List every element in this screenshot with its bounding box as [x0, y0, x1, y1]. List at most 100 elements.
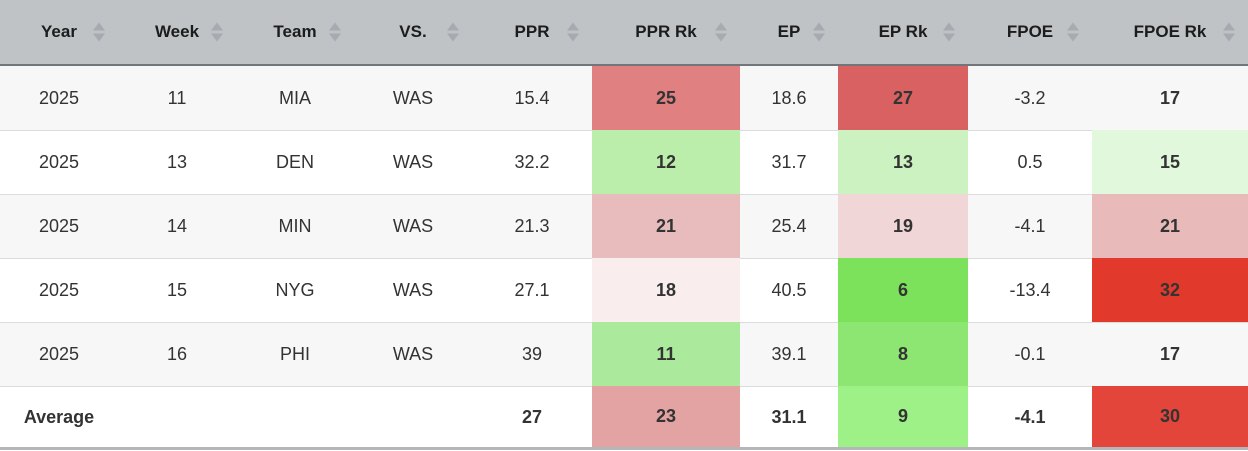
column-label: EP Rk [878, 22, 928, 41]
sort-desc-icon [329, 33, 341, 42]
cell-fpoe: -0.1 [968, 322, 1092, 386]
sort-arrows-icon [447, 22, 459, 42]
cell-week: 13 [118, 130, 236, 194]
cell-team [236, 386, 354, 450]
cell-ppr-rk: 11 [592, 322, 740, 386]
cell-year: 2025 [0, 322, 118, 386]
cell-fpoe: 0.5 [968, 130, 1092, 194]
table-row: 2025 13 DEN WAS 32.2 12 31.7 13 0.5 15 [0, 130, 1248, 194]
sort-asc-icon [447, 22, 459, 31]
sort-desc-icon [93, 33, 105, 42]
cell-ppr-rk: 23 [592, 386, 740, 450]
cell-ppr-rk: 25 [592, 66, 740, 130]
cell-ep-rk: 13 [838, 130, 968, 194]
sort-arrows-icon [211, 22, 223, 42]
column-label: EP [777, 22, 801, 41]
cell-team: DEN [236, 130, 354, 194]
sort-asc-icon [813, 22, 825, 31]
column-header-ep-rk[interactable]: EP Rk [838, 0, 968, 66]
cell-fpoe-rk: 15 [1092, 130, 1248, 194]
sort-desc-icon [567, 33, 579, 42]
cell-year: 2025 [0, 130, 118, 194]
sort-desc-icon [943, 33, 955, 42]
cell-ppr: 21.3 [472, 194, 592, 258]
column-label: FPOE Rk [1133, 22, 1207, 41]
cell-team: PHI [236, 322, 354, 386]
cell-ep-rk: 9 [838, 386, 968, 450]
cell-week: 11 [118, 66, 236, 130]
sort-asc-icon [1223, 22, 1235, 31]
cell-ep-rk: 19 [838, 194, 968, 258]
column-label: FPOE [1006, 22, 1054, 41]
cell-ep-rk: 8 [838, 322, 968, 386]
sort-arrows-icon [943, 22, 955, 42]
cell-team: MIA [236, 66, 354, 130]
column-header-team[interactable]: Team [236, 0, 354, 66]
sort-asc-icon [93, 22, 105, 31]
column-label: VS. [399, 22, 427, 41]
sort-asc-icon [329, 22, 341, 31]
cell-ppr: 39 [472, 322, 592, 386]
cell-fpoe: -4.1 [968, 386, 1092, 450]
column-label: Team [273, 22, 317, 41]
sort-arrows-icon [1067, 22, 1079, 42]
cell-ep: 18.6 [740, 66, 838, 130]
column-header-year[interactable]: Year [0, 0, 118, 66]
cell-fpoe-rk: 17 [1092, 66, 1248, 130]
cell-fpoe-rk: 30 [1092, 386, 1248, 450]
cell-year: 2025 [0, 194, 118, 258]
sort-desc-icon [813, 33, 825, 42]
sort-desc-icon [211, 33, 223, 42]
sort-desc-icon [1067, 33, 1079, 42]
sort-asc-icon [1067, 22, 1079, 31]
cell-ppr: 32.2 [472, 130, 592, 194]
cell-ep: 25.4 [740, 194, 838, 258]
cell-vs: WAS [354, 322, 472, 386]
table-body: 2025 11 MIA WAS 15.4 25 18.6 27 -3.2 17 2025 13 DEN W… [0, 66, 1248, 450]
sort-arrows-icon [329, 22, 341, 42]
sort-desc-icon [1223, 33, 1235, 42]
sort-arrows-icon [715, 22, 727, 42]
column-header-fpoe-rk[interactable]: FPOE Rk [1092, 0, 1248, 66]
table-row: 2025 16 PHI WAS 39 11 39.1 8 -0.1 17 [0, 322, 1248, 386]
table-row: 2025 15 NYG WAS 27.1 18 40.5 6 -13.4 32 [0, 258, 1248, 322]
cell-ppr-rk: 18 [592, 258, 740, 322]
sort-arrows-icon [567, 22, 579, 42]
cell-ep: 39.1 [740, 322, 838, 386]
cell-ppr: 15.4 [472, 66, 592, 130]
cell-fpoe: -13.4 [968, 258, 1092, 322]
cell-ep-rk: 27 [838, 66, 968, 130]
column-header-ppr[interactable]: PPR [472, 0, 592, 66]
cell-vs: WAS [354, 130, 472, 194]
cell-ep: 31.1 [740, 386, 838, 450]
cell-year: 2025 [0, 66, 118, 130]
cell-year: 2025 [0, 258, 118, 322]
cell-week: 14 [118, 194, 236, 258]
table-row: 2025 11 MIA WAS 15.4 25 18.6 27 -3.2 17 [0, 66, 1248, 130]
cell-vs: WAS [354, 66, 472, 130]
cell-fpoe-rk: 21 [1092, 194, 1248, 258]
cell-vs: WAS [354, 194, 472, 258]
cell-fpoe: -3.2 [968, 66, 1092, 130]
sort-arrows-icon [93, 22, 105, 42]
cell-fpoe-rk: 32 [1092, 258, 1248, 322]
sort-arrows-icon [813, 22, 825, 42]
cell-vs: WAS [354, 258, 472, 322]
cell-year: Average [0, 386, 118, 450]
sort-desc-icon [715, 33, 727, 42]
column-header-fpoe[interactable]: FPOE [968, 0, 1092, 66]
cell-week [118, 386, 236, 450]
cell-team: NYG [236, 258, 354, 322]
column-header-ppr-rk[interactable]: PPR Rk [592, 0, 740, 66]
cell-vs [354, 386, 472, 450]
column-header-week[interactable]: Week [118, 0, 236, 66]
column-header-ep[interactable]: EP [740, 0, 838, 66]
sort-asc-icon [943, 22, 955, 31]
cell-fpoe-rk: 17 [1092, 322, 1248, 386]
column-header-vs[interactable]: VS. [354, 0, 472, 66]
cell-ppr: 27 [472, 386, 592, 450]
table-row: 2025 14 MIN WAS 21.3 21 25.4 19 -4.1 21 [0, 194, 1248, 258]
cell-ep-rk: 6 [838, 258, 968, 322]
header-row: Year Week Team VS. PPR PPR Rk EP EP Rk FPOE FPOE … [0, 0, 1248, 66]
